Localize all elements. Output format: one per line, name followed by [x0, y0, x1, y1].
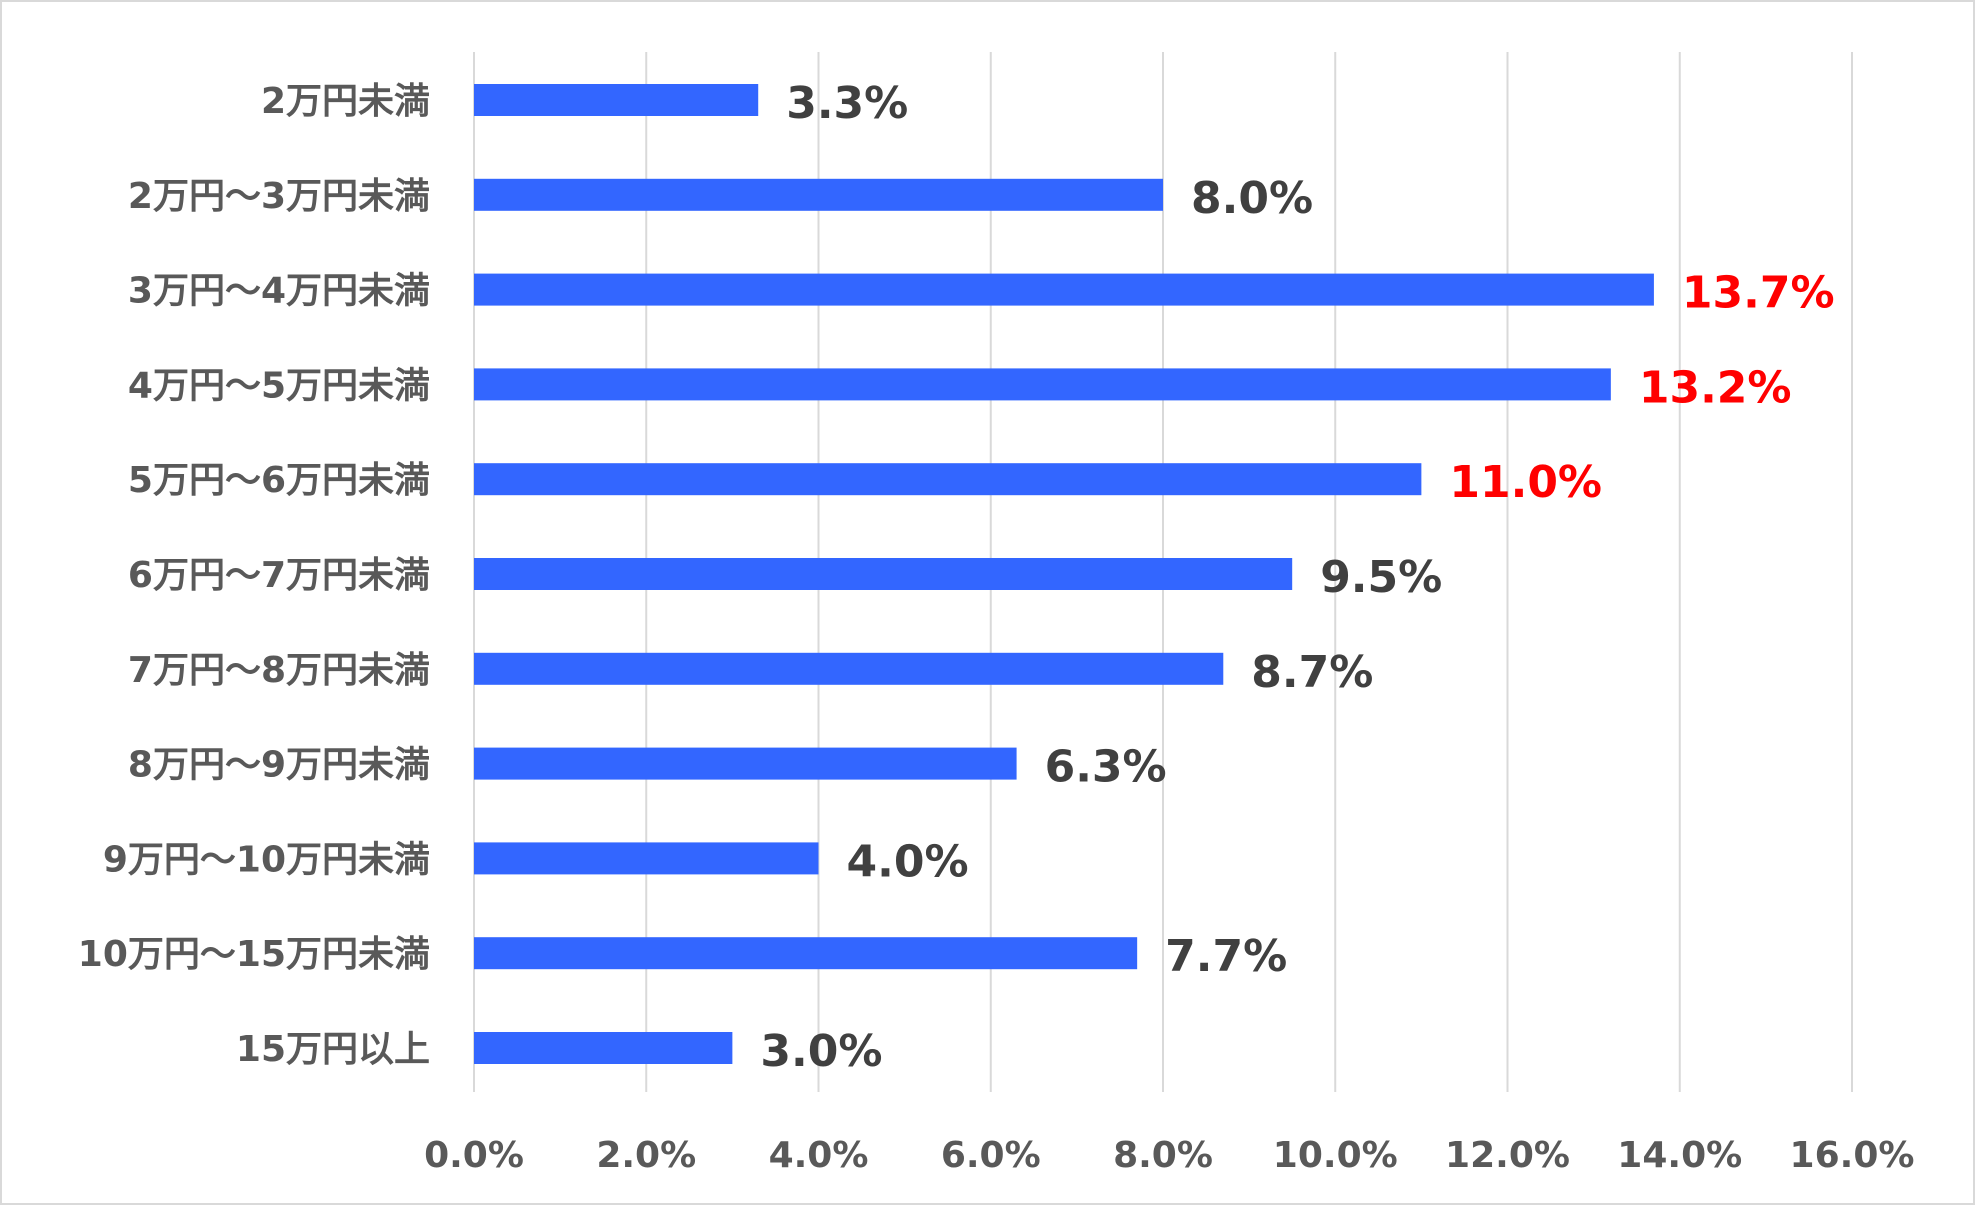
x-tick-label: 8.0% [1113, 1135, 1213, 1176]
bar [474, 84, 759, 116]
data-label: 9.5% [1320, 552, 1442, 603]
bar [474, 747, 1017, 780]
bar [474, 652, 1224, 685]
data-label: 6.3% [1045, 742, 1167, 793]
data-label: 8.0% [1191, 173, 1313, 224]
category-label: 2万円～3万円未満 [128, 176, 430, 217]
category-label: 3万円～4万円未満 [128, 271, 430, 312]
category-label: 8万円～9万円未満 [128, 745, 430, 786]
data-label: 4.0% [847, 836, 969, 887]
bar [474, 558, 1293, 590]
category-label: 7万円～8万円未満 [128, 650, 430, 691]
bar [474, 842, 819, 875]
data-label: 8.7% [1251, 647, 1373, 698]
data-labels: 3.3% 8.0% 13.7% 13.2% 11.0%9.5% 8.7% 6.3% 4.0% 7… [760, 78, 1834, 1077]
x-tick-label: 6.0% [941, 1135, 1041, 1176]
bar [474, 178, 1163, 211]
x-tick-label: 14.0% [1617, 1135, 1742, 1176]
data-label: 13.7% [1682, 268, 1835, 319]
data-label: 13.2% [1639, 362, 1792, 413]
x-tick-label: 0.0% [424, 1135, 524, 1176]
category-labels: 2万円未満 2万円～3万円未満 3万円～4万円未満 4万円～5万円未満 5万円～6万円未… [78, 81, 430, 1070]
category-label: 10万円～15万円未満 [78, 934, 430, 975]
bar [474, 273, 1654, 306]
data-label: 11.0% [1449, 457, 1602, 508]
bar [474, 463, 1422, 496]
x-tick-label: 16.0% [1790, 1135, 1915, 1176]
category-label: 15万円以上 [236, 1029, 430, 1070]
bar [474, 937, 1138, 970]
x-axis-tick-labels: 0.0% 2.0% 4.0% 6.0% 8.0% 10.0% 12.0% 14.0% 16.0% [424, 1135, 1914, 1176]
bar [474, 1032, 733, 1064]
bars [474, 84, 1654, 1064]
x-tick-label: 2.0% [596, 1135, 696, 1176]
x-tick-label: 4.0% [769, 1135, 869, 1176]
category-label: 2万円未満 [261, 81, 430, 122]
data-label: 3.0% [760, 1026, 882, 1077]
category-label: 9万円～10万円未満 [103, 839, 430, 880]
x-tick-label: 10.0% [1273, 1135, 1398, 1176]
category-label: 6万円～7万円未満 [128, 555, 430, 596]
x-tick-label: 12.0% [1445, 1135, 1570, 1176]
data-label: 7.7% [1165, 931, 1287, 982]
bar [474, 368, 1611, 401]
category-label: 5万円～6万円未満 [128, 460, 430, 501]
category-label: 4万円～5万円未満 [128, 365, 430, 406]
data-label: 3.3% [786, 78, 908, 129]
